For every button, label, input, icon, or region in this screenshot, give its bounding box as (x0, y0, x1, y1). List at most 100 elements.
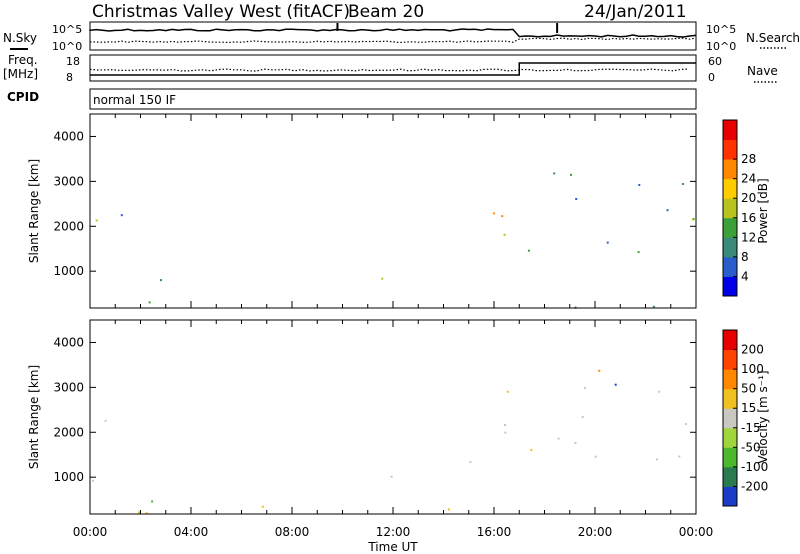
cpid-panel (89, 88, 697, 110)
velocity-cbar-tick-label: 200 (741, 343, 764, 357)
cpid-label: CPID (7, 90, 39, 104)
y-tick-label: 1000 (53, 264, 84, 278)
x-tick-label: 08:00 (275, 525, 310, 539)
velocity-cell (138, 511, 140, 514)
nave-trace (89, 68, 689, 72)
x-tick-label: 04:00 (174, 525, 209, 539)
power-cbar-swatch (723, 139, 737, 160)
x-tick-label: 00:00 (73, 525, 108, 539)
noise-traces (89, 23, 697, 44)
power-cell (503, 233, 506, 236)
power-cell (160, 279, 162, 282)
velocity-cell (581, 416, 584, 418)
velocity-cbar-frame (722, 329, 738, 507)
velocity-cell (658, 390, 661, 393)
velocity-cell (390, 475, 393, 478)
x-tick-label: 16:00 (477, 525, 512, 539)
velocity-cell (145, 512, 148, 515)
power-cbar-tick-label: 16 (741, 211, 756, 225)
power-cell (652, 305, 655, 308)
velocity-cbar-tick-label: -50 (741, 440, 761, 454)
date-title: 24/Jan/2011 (584, 2, 687, 22)
freq-tick-high: 18 (66, 55, 80, 68)
power-cell (570, 173, 572, 176)
velocity-cell (92, 479, 94, 482)
nave-tick-low: 0 (708, 71, 715, 84)
x-tick-label: 00:00 (679, 525, 714, 539)
velocity-cbar-swatch (723, 427, 737, 448)
velocity-cell (447, 508, 450, 511)
power-cell (120, 214, 123, 217)
power-cell (637, 251, 640, 254)
velocity-cell (151, 500, 154, 503)
nsearch-label: N.Search (746, 31, 800, 45)
power-cell (638, 184, 641, 186)
power-cell (606, 241, 609, 244)
station-title: Christmas Valley West (fitACF) (92, 2, 350, 22)
power-cbar-swatch (723, 217, 737, 238)
power-cbar-swatch (723, 120, 737, 141)
velocity-cbar-swatch (723, 349, 737, 370)
velocity-cbar-tick-label: 15 (741, 401, 756, 415)
power-colorbar: 4 8 12 16 20 24 28 (722, 119, 756, 297)
y-tick-label: 4000 (53, 129, 84, 143)
power-cbar-tick-label: 28 (741, 152, 756, 166)
velocity-cbar-swatch (723, 388, 737, 409)
velocity-cell (504, 424, 506, 426)
power-cell (95, 219, 98, 222)
power-cell (666, 209, 669, 212)
nsky-trace (89, 28, 697, 38)
velocity-cell (557, 437, 560, 440)
velocity-cell (469, 460, 472, 463)
power-cbar-tick-label: 20 (741, 191, 756, 205)
power-cbar-frame (722, 119, 738, 297)
beam-title: Beam 20 (348, 2, 424, 22)
freq-unit-label: [MHz] (3, 67, 38, 81)
velocity-cell (530, 449, 533, 452)
power-cbar-swatch (723, 178, 737, 199)
velocity-ylabel: Slant Range [km] (27, 365, 41, 469)
freq-panel (89, 54, 697, 82)
velocity-cbar-tick-label: 50 (741, 382, 756, 396)
power-panel-frame (89, 113, 697, 309)
velocity-cell (504, 431, 507, 434)
velocity-cbar-tick-label: 100 (741, 362, 764, 376)
power-cbar-swatch (723, 237, 737, 258)
velocity-cell (598, 369, 601, 372)
velocity-cell (594, 455, 597, 458)
velocity-cell (506, 390, 509, 393)
y-tick-label: 2000 (53, 219, 84, 233)
power-cell (493, 212, 496, 215)
time-axis-ticks: 00:00 04:00 08:00 12:00 16:00 20:00 00:00 (73, 525, 714, 539)
velocity-cbar-swatch (723, 330, 737, 351)
velocity-cbar-tick-label: -15 (741, 421, 761, 435)
power-cell (527, 249, 530, 252)
power-colorbar-label: Power [dB] (756, 178, 770, 243)
power-cbar-swatch (723, 198, 737, 219)
cpid-value: normal 150 IF (93, 93, 176, 107)
velocity-axes: 1000 2000 3000 4000 (53, 320, 697, 514)
power-cbar-tick-label: 24 (741, 172, 756, 186)
freq-traces (89, 62, 696, 76)
power-cell (575, 198, 578, 200)
noise-tick-low-left: 10^0 (52, 40, 82, 53)
power-heatmap (95, 172, 695, 309)
power-ylabel: Slant Range [km] (27, 159, 41, 263)
y-tick-label: 4000 (53, 335, 84, 349)
y-tick-label: 3000 (53, 174, 84, 188)
power-cell (381, 277, 384, 280)
velocity-cbar-swatch (723, 408, 737, 429)
freq-tick-low: 8 (66, 71, 73, 84)
velocity-cbar-tick-label: -100 (741, 460, 768, 474)
velocity-cell (584, 387, 587, 390)
y-tick-label: 1000 (53, 470, 84, 484)
freq-trace (90, 62, 696, 76)
power-cell (501, 215, 504, 218)
power-cell (553, 172, 556, 175)
power-cbar-swatch (723, 256, 737, 277)
velocity-colorbar: 200 100 50 15 -15 -50 -100 -200 (722, 329, 768, 507)
velocity-cell (104, 419, 107, 422)
velocity-cbar-tick-label: -200 (741, 479, 768, 493)
